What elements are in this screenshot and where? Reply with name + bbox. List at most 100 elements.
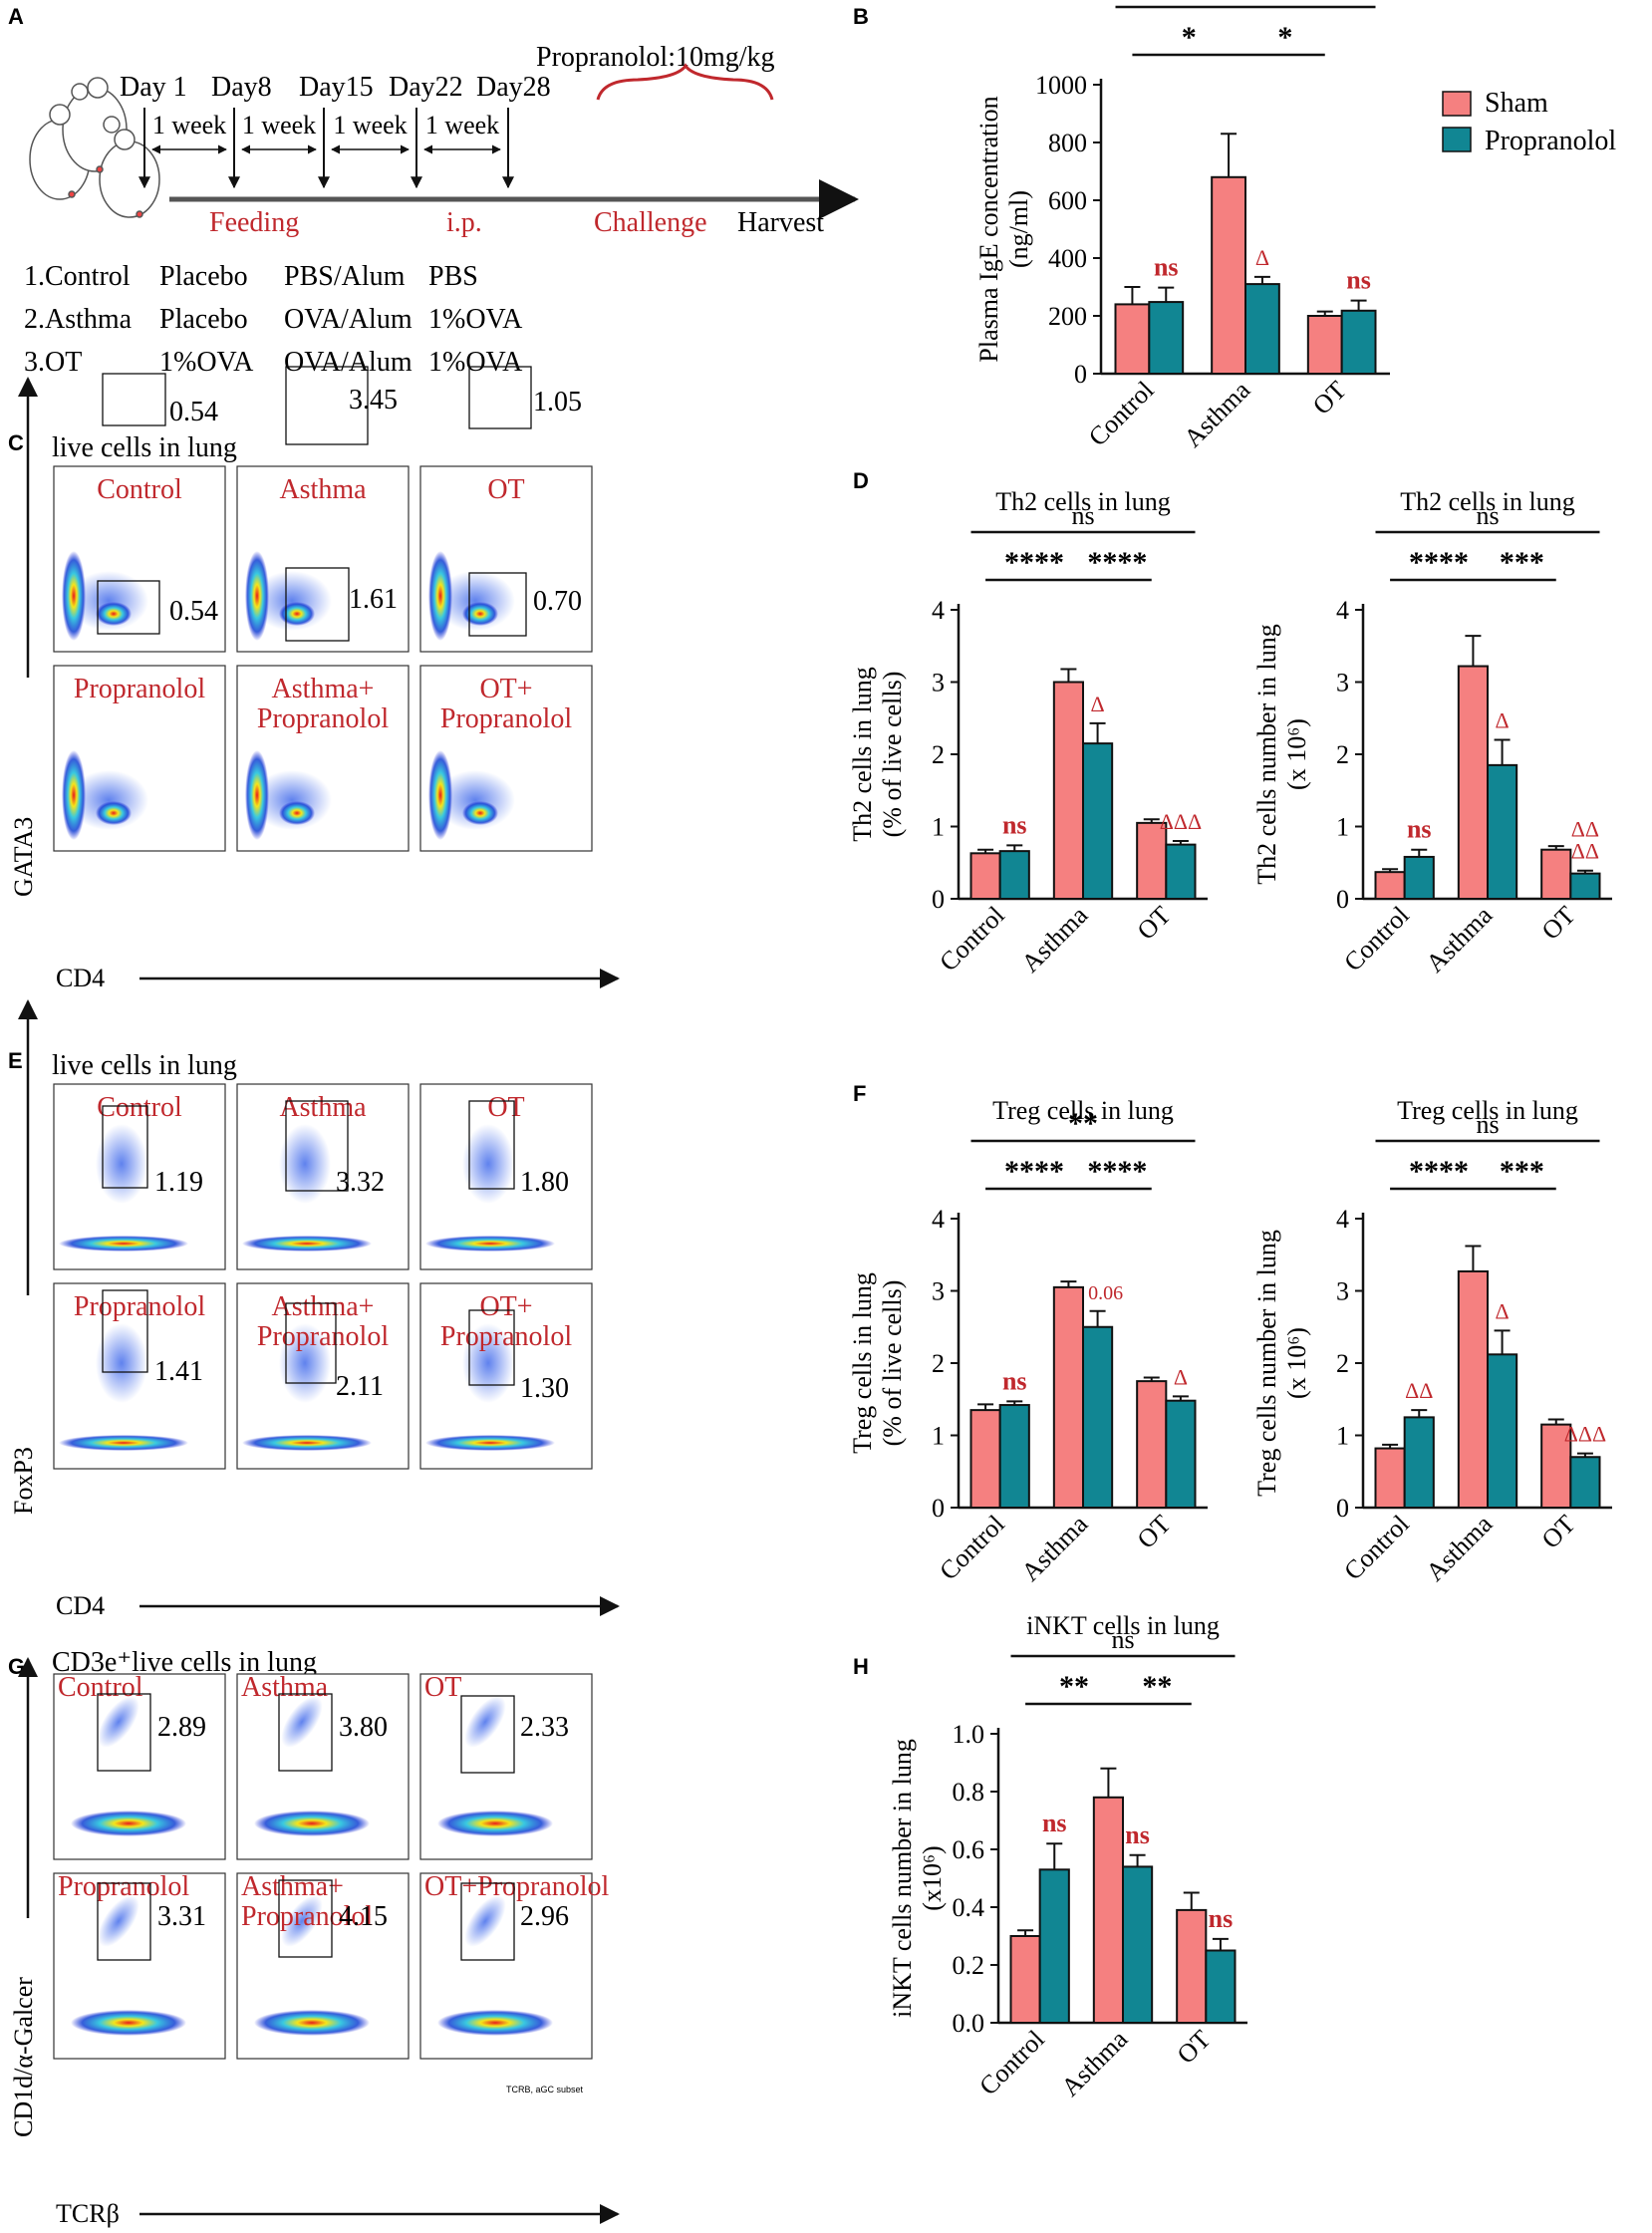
day-label: Day 1 (120, 72, 187, 103)
y-axis-label-units: (x 10⁶) (1282, 1327, 1311, 1399)
y-tick-label: 0 (1336, 885, 1349, 914)
panel-label-d: D (853, 468, 869, 493)
x-category-label: Asthma (1421, 900, 1499, 977)
point-annotation: ΔΔ (1571, 817, 1599, 842)
density-core (437, 2010, 553, 2036)
gate-value: 2.96 (520, 1901, 569, 1932)
phase-challenge: Challenge (594, 207, 707, 238)
protocol-cell: 1%OVA (428, 347, 523, 378)
flow-tile-name: Asthma (279, 474, 367, 505)
flow-tile: Asthma+Propranolol (236, 1871, 410, 2060)
x-category-label: OT (1536, 1510, 1581, 1554)
bar-sham (1052, 681, 1085, 900)
flow-tile-name: Propranolol (257, 703, 389, 734)
x-category-label: Control (1083, 376, 1160, 452)
point-annotation: ns (1125, 1820, 1150, 1849)
comparison-label: * (1182, 21, 1197, 54)
interval-label: 1 week (425, 111, 499, 140)
flow-panel-title: live cells in lung (52, 1050, 237, 1081)
density-core (428, 551, 452, 641)
bar-chart-f1: Treg cells in lung 0 1 2 3 4 Treg cells in lun… (848, 1096, 1208, 1586)
legend-swatch-propranolol (1442, 127, 1472, 152)
comparison-label: **** (1087, 546, 1147, 579)
point-annotation: ns (1346, 266, 1371, 295)
flow-tile-name: OT+ (479, 1291, 532, 1322)
density-core (59, 1236, 188, 1252)
density-core (428, 750, 452, 840)
bar-propranolol (1569, 872, 1601, 900)
point-annotation: ns (1154, 253, 1179, 282)
y-axis-label: Treg cells number in lung (1252, 1230, 1281, 1497)
point-annotation: ns (1002, 810, 1027, 839)
bar-propranolol (1487, 1353, 1518, 1510)
density-core (279, 801, 315, 825)
bar-propranolol (1403, 855, 1435, 901)
bar-sham (1457, 665, 1490, 900)
panel-label-a: A (8, 4, 24, 29)
day-label: Day15 (299, 72, 374, 103)
density-core (425, 1435, 555, 1451)
gate-value: 1.05 (533, 387, 582, 418)
bar-propranolol (1165, 1399, 1197, 1509)
gate-value: 2.11 (336, 1371, 384, 1402)
gate-note: TCRB, aGC subset (506, 2085, 584, 2094)
panel-label-b: B (853, 4, 869, 29)
y-tick-label: 2 (932, 740, 945, 769)
bar-chart-f2: Treg cells in lung 0 1 2 3 4 Treg cells number… (1252, 1096, 1612, 1586)
bar-propranolol (1148, 301, 1185, 375)
bar-propranolol (1082, 742, 1114, 900)
day-label: Day8 (211, 72, 272, 103)
point-annotation: ns (1209, 1904, 1234, 1933)
panel-label-g: G (8, 1654, 25, 1679)
protocol-cell: 1%OVA (428, 304, 523, 335)
density-cloud (464, 1696, 506, 1748)
flow-tile-name: OT+ (479, 674, 532, 704)
gate-value: 0.54 (169, 596, 218, 627)
y-axis-label-units: (% of live cells) (878, 672, 907, 838)
flow-tile-name: Propranolol (74, 1291, 205, 1322)
y-tick-label: 4 (932, 596, 945, 625)
bar-propranolol (1487, 763, 1518, 900)
density-core (462, 801, 498, 825)
density-cloud (279, 1124, 331, 1204)
y-axis-label: GATA3 (9, 817, 38, 897)
y-tick-label: 0.2 (953, 1951, 985, 1980)
comparison-label: ns (1476, 1110, 1499, 1139)
density-cloud (98, 1895, 139, 1947)
flow-tile: OT (419, 1083, 593, 1270)
y-tick-label: 3 (1336, 1277, 1349, 1306)
bar-sham (1052, 1285, 1085, 1509)
gate-value: 1.41 (154, 1356, 203, 1387)
y-axis-label: Treg cells in lung (848, 1272, 877, 1454)
x-category-label: OT (1132, 901, 1177, 946)
flow-tile: Control (53, 465, 226, 653)
flow-tile-name: OT (487, 474, 524, 505)
comparison-label: ** (1059, 1670, 1089, 1703)
point-annotation: ΔΔΔ (1564, 1422, 1606, 1447)
bar-sham (1136, 1380, 1168, 1509)
y-tick-label: 0 (932, 1494, 945, 1523)
x-category-label: OT (1536, 901, 1581, 946)
panel-label-e: E (8, 1048, 23, 1073)
bar-sham (1176, 1908, 1208, 2025)
y-tick-label: 3 (932, 669, 945, 698)
flow-tile: Asthma (236, 1083, 410, 1270)
gate-value: 1.30 (520, 1373, 569, 1404)
interval-label: 1 week (333, 111, 407, 140)
flow-tile: Control (53, 1672, 226, 1860)
density-core (254, 2010, 370, 2036)
protocol-cell: PBS (428, 261, 478, 292)
x-axis-label: CD4 (56, 964, 105, 992)
gate-value: 2.33 (520, 1712, 569, 1743)
density-cloud (462, 1323, 514, 1403)
y-axis-label: iNKT cells number in lung (888, 1739, 917, 2018)
point-annotation: Δ (1496, 708, 1510, 733)
density-cloud (281, 1696, 323, 1748)
protocol-cell: 2.Asthma (24, 304, 133, 335)
flow-tile: Propranolol (53, 665, 226, 852)
y-tick-label: 4 (932, 1205, 945, 1234)
gate-box (460, 1695, 515, 1774)
bar-propranolol (1569, 1456, 1601, 1509)
interval-label: 1 week (242, 111, 316, 140)
